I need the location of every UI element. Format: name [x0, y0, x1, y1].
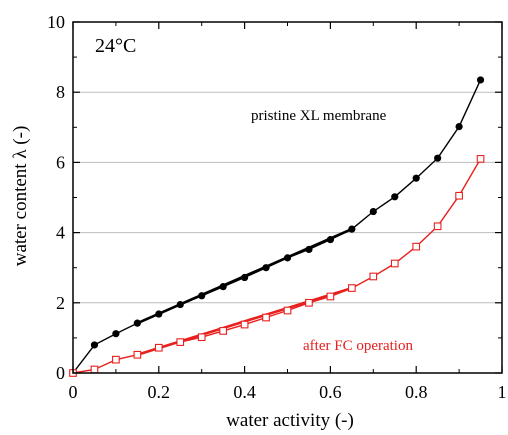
data-point [133, 319, 141, 327]
data-point [90, 365, 99, 374]
data-point [326, 292, 335, 301]
series-line [72, 158, 482, 374]
data-point [434, 154, 442, 162]
data-point [369, 272, 378, 281]
data-point [90, 341, 99, 349]
data-point [112, 330, 120, 338]
x-tick-label: 0.2 [148, 382, 171, 402]
data-point [369, 207, 377, 216]
data-point [176, 338, 185, 346]
data-point [219, 327, 228, 335]
x-tick-label: 0.6 [319, 382, 342, 402]
data-point [305, 245, 313, 254]
data-point [390, 259, 399, 268]
data-point [412, 242, 421, 251]
data-point [476, 155, 485, 163]
temperature-annotation: 24°C [95, 35, 136, 57]
data-point [283, 306, 292, 315]
y-tick-label: 10 [47, 12, 65, 32]
y-tick-label: 0 [56, 363, 65, 383]
data-point [241, 273, 249, 282]
data-point [455, 191, 463, 200]
data-point [347, 284, 356, 292]
data-point [305, 298, 313, 307]
data-point [198, 292, 206, 300]
axis-ticks [72, 21, 503, 374]
x-axis-label: water activity (-) [226, 410, 354, 431]
data-point [262, 313, 270, 322]
data-point [391, 193, 399, 201]
after-fc-annotation: after FC operation [303, 338, 413, 354]
data-point [326, 236, 334, 244]
x-tick-label: 0.4 [233, 382, 256, 402]
series-after-fc [69, 155, 485, 377]
data-point [455, 122, 463, 131]
data-point [219, 283, 227, 291]
data-point [154, 343, 163, 352]
data-point [197, 333, 206, 342]
series-layer [69, 76, 485, 377]
x-tick-label: 0.8 [405, 382, 428, 402]
data-point [433, 222, 442, 231]
series-pristine [69, 76, 485, 377]
data-point [112, 355, 120, 364]
data-point [476, 76, 485, 84]
y-tick-label: 2 [56, 293, 65, 313]
data-point [133, 350, 142, 359]
data-point [262, 264, 270, 272]
y-axis-label: water content λ (-) [10, 126, 31, 267]
x-tick-label: 0 [69, 382, 78, 402]
data-point [155, 310, 163, 318]
x-tick-label: 1 [498, 382, 507, 402]
data-point [412, 174, 420, 182]
data-point [176, 300, 184, 309]
y-tick-label: 6 [56, 152, 65, 172]
y-tick-label: 8 [56, 82, 65, 102]
data-point [240, 320, 249, 329]
data-point [348, 225, 356, 233]
pristine-annotation: pristine XL membrane [251, 108, 387, 124]
data-point [283, 254, 292, 262]
y-tick-label: 4 [56, 223, 65, 243]
